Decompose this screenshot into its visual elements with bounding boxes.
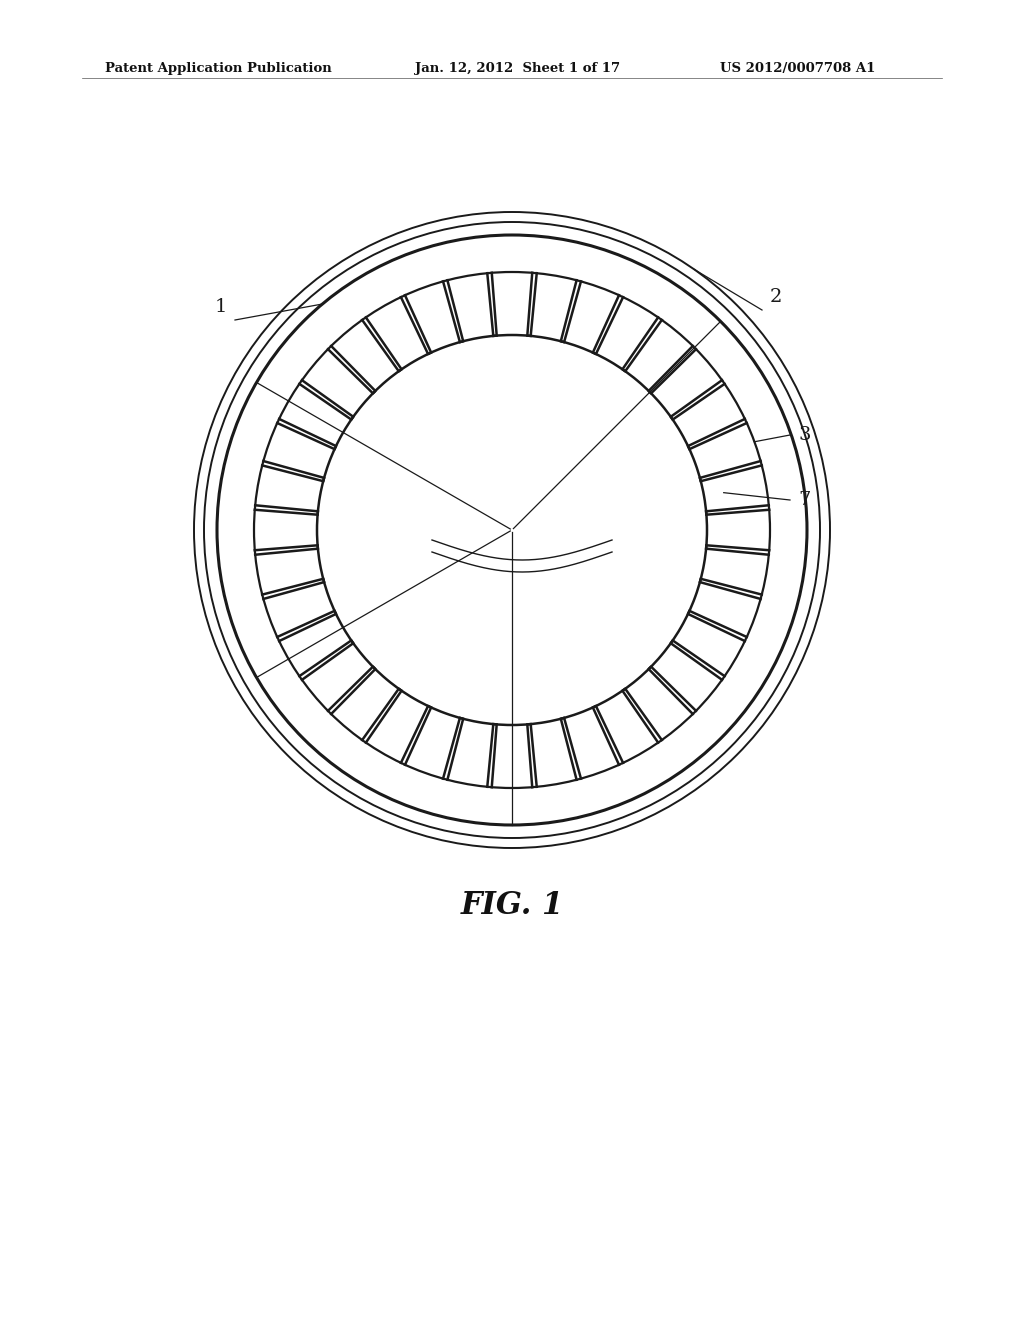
Text: 7: 7 bbox=[798, 491, 810, 510]
Text: FIG. 1: FIG. 1 bbox=[461, 890, 563, 920]
Text: Patent Application Publication: Patent Application Publication bbox=[105, 62, 332, 75]
Text: 3: 3 bbox=[798, 426, 811, 444]
Text: 1: 1 bbox=[215, 298, 227, 315]
Text: Jan. 12, 2012  Sheet 1 of 17: Jan. 12, 2012 Sheet 1 of 17 bbox=[415, 62, 621, 75]
Text: 2: 2 bbox=[770, 288, 782, 306]
Text: US 2012/0007708 A1: US 2012/0007708 A1 bbox=[720, 62, 876, 75]
